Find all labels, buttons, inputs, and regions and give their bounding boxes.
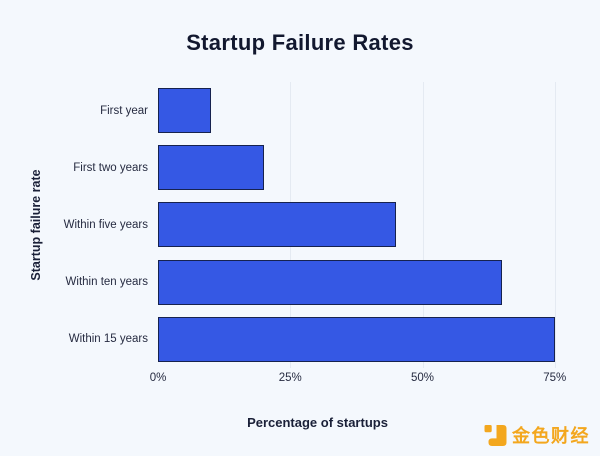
bar-row: Within five years	[64, 196, 577, 253]
bar	[158, 145, 264, 191]
plot-area: First year First two years Within five yea…	[64, 82, 577, 368]
bar-row: Within 15 years	[69, 311, 577, 368]
x-tick-label: 0%	[149, 372, 167, 384]
gridline	[422, 82, 424, 368]
bar-row: First two years	[73, 139, 577, 196]
category-label: Within ten years	[65, 276, 148, 289]
jinse-finance-logo-icon	[484, 424, 507, 446]
x-axis-title: Percentage of startups	[247, 415, 388, 430]
x-axis-ticks: 0% 25% 50% 75%	[150, 372, 577, 386]
chart-title: Startup Failure Rates	[186, 30, 414, 55]
watermark: 金色财经	[484, 422, 590, 448]
watermark-text: 金色财经	[512, 426, 590, 446]
category-label: Within 15 years	[68, 333, 148, 346]
bar	[158, 259, 502, 305]
bar	[158, 202, 397, 248]
x-tick-label: 50%	[411, 372, 435, 384]
category-label: First year	[100, 104, 148, 117]
bar-row: First year	[100, 82, 577, 139]
x-tick-label: 75%	[543, 372, 567, 384]
bar	[158, 316, 555, 362]
x-tick-label: 25%	[278, 372, 302, 384]
bar-row: Within ten years	[66, 254, 577, 311]
gridline	[554, 82, 556, 368]
bar	[158, 88, 211, 133]
category-label: Within five years	[63, 218, 148, 231]
category-label: First two years	[73, 161, 148, 174]
